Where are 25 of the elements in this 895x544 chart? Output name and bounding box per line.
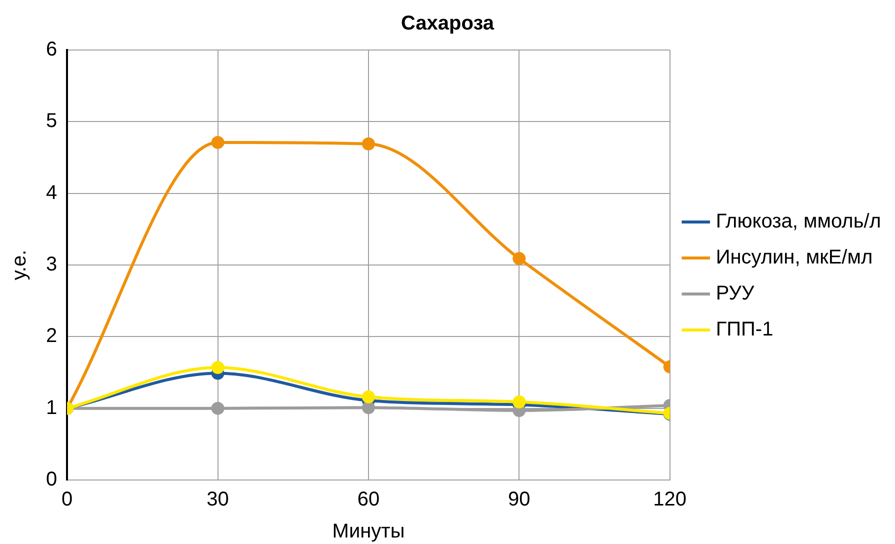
chart-title: Сахароза (400, 12, 495, 35)
y-tick-label: 5 (46, 110, 58, 132)
legend-label: РУУ (716, 282, 754, 305)
y-tick-label: 6 (46, 38, 58, 61)
x-axis-title: Минуты (332, 520, 405, 543)
y-tick-label: 3 (46, 254, 58, 276)
point (211, 402, 224, 415)
y-tick-label: 4 (46, 182, 58, 204)
point (362, 137, 375, 150)
x-tick-label: 90 (508, 488, 530, 511)
x-tick-label: 60 (357, 488, 380, 511)
x-tick-label: 0 (62, 488, 73, 511)
legend-label: ГПП-1 (716, 318, 774, 341)
point (362, 401, 375, 414)
point (362, 390, 375, 404)
legend-label: Глюкоза, ммоль/л (716, 210, 881, 233)
y-tick-label: 2 (46, 325, 58, 348)
legend-label: Инсулин, мкЕ/мл (716, 246, 873, 269)
y-tick-label: 1 (46, 396, 58, 419)
y-axis-title: у.е. (8, 250, 31, 280)
x-tick-label: 30 (206, 488, 229, 511)
point (211, 136, 224, 149)
y-tick-label: 0 (46, 468, 58, 491)
point (211, 360, 224, 374)
x-tick-label: 120 (653, 488, 687, 511)
